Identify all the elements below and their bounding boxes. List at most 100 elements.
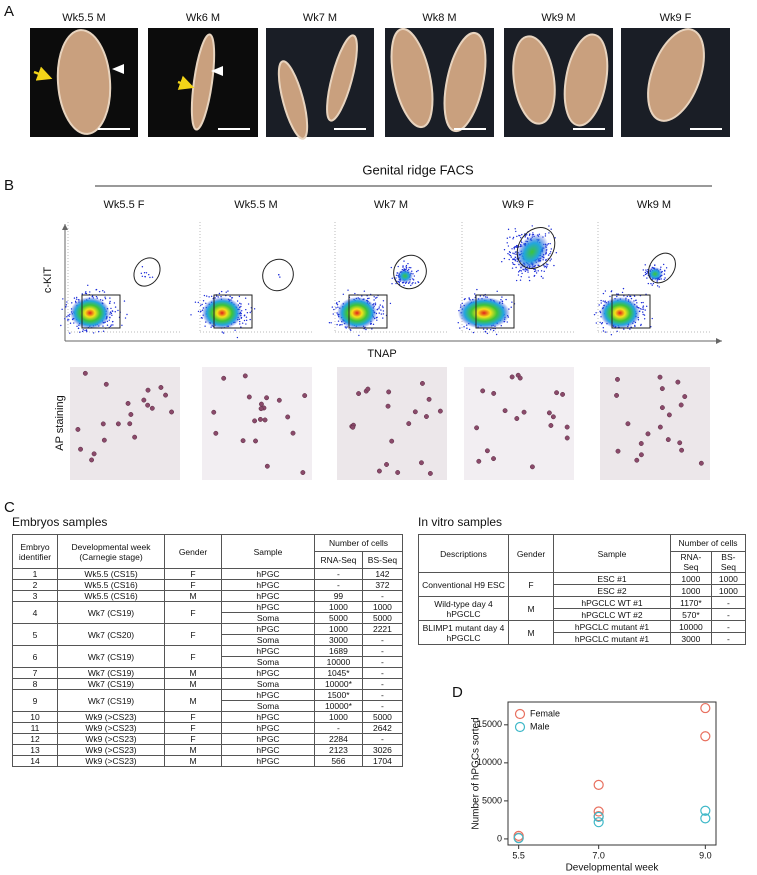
event-dot	[506, 242, 508, 244]
event-dot	[537, 270, 539, 272]
event-dot	[229, 295, 231, 298]
event-dot	[247, 303, 250, 305]
event-dot	[600, 302, 602, 304]
ap-cell	[491, 456, 496, 462]
event-dot	[600, 299, 602, 302]
ap-cell	[484, 448, 490, 454]
event-dot	[652, 282, 655, 285]
panel-label: B	[4, 177, 14, 194]
ap-cell	[698, 460, 704, 466]
event-dot	[635, 299, 637, 301]
ap-cell	[677, 440, 683, 446]
data-point	[593, 811, 604, 822]
tissue	[563, 33, 609, 127]
event-dot	[240, 326, 242, 328]
cell: 1704	[361, 755, 404, 767]
event-dot	[640, 324, 642, 327]
event-dot	[109, 297, 111, 299]
event-dot	[102, 330, 105, 332]
cell: Wk9 (>CS23)	[57, 711, 165, 723]
event-dot	[410, 284, 412, 287]
ap-cell	[302, 393, 308, 399]
event-dot	[65, 304, 68, 306]
event-dot	[82, 329, 84, 331]
gate	[81, 294, 121, 329]
header-cell: Sample	[221, 534, 315, 569]
ap-cell	[615, 376, 620, 382]
cell: Wk9 (>CS23)	[57, 722, 165, 734]
event-dot	[75, 296, 78, 299]
event-dot	[519, 270, 521, 272]
cell: M	[508, 596, 554, 621]
event-dot	[365, 328, 367, 331]
cell: Wk7 (CS20)	[57, 623, 165, 646]
cell: -	[361, 733, 404, 745]
event-dot	[489, 329, 492, 331]
event-dot	[521, 272, 523, 275]
event-dot	[543, 270, 545, 273]
event-dot	[520, 237, 522, 239]
data-point	[700, 805, 711, 816]
event-dot	[513, 248, 516, 250]
event-dot	[509, 251, 511, 254]
event-dot	[622, 287, 625, 290]
ap-image	[337, 367, 447, 480]
event-dot	[417, 269, 419, 272]
event-dot	[220, 290, 223, 293]
density	[647, 267, 663, 281]
event-dot	[616, 330, 618, 333]
cell: 1170*	[670, 596, 712, 609]
event-dot	[503, 257, 506, 260]
event-dot	[402, 266, 404, 268]
event-dot	[64, 306, 67, 308]
ap-cell	[376, 468, 382, 474]
event-dot	[656, 285, 659, 287]
arrowhead	[112, 64, 124, 74]
event-dot	[241, 322, 244, 324]
event-dot	[634, 325, 636, 328]
event-dot	[371, 328, 373, 330]
cell: M	[164, 667, 222, 679]
event-dot	[476, 288, 478, 291]
event-dot	[483, 295, 485, 297]
event-dot	[342, 293, 345, 295]
event-dot	[145, 272, 148, 274]
header-cell: Developmental week (Carnegie stage)	[57, 534, 165, 569]
event-dot	[512, 263, 515, 265]
photo-title: Wk7 M	[303, 12, 337, 24]
event-dot	[110, 312, 113, 315]
tissue	[277, 60, 309, 140]
event-dot	[601, 322, 604, 324]
event-dot	[515, 279, 518, 282]
cell: 11	[12, 722, 58, 734]
cell: 3026	[361, 744, 404, 756]
event-dot	[361, 295, 363, 297]
cell: 2	[12, 579, 58, 591]
ap-cell	[509, 374, 515, 380]
event-dot	[109, 300, 111, 303]
photo-title: Wk9 M	[541, 12, 575, 24]
event-dot	[507, 245, 510, 247]
event-dot	[339, 324, 341, 326]
event-dot	[547, 254, 550, 256]
ap-cell	[365, 386, 371, 392]
cell: 1000	[314, 623, 363, 635]
ap-cell	[427, 471, 433, 476]
ap-cell	[78, 446, 83, 452]
ap-cell	[682, 394, 688, 400]
event-dot	[372, 323, 375, 326]
cell: hPGC	[221, 667, 315, 679]
y-tick-label: 10000	[477, 757, 502, 767]
event-dot	[602, 292, 605, 295]
cell: M	[164, 755, 222, 767]
event-dot	[395, 282, 397, 285]
event-dot	[548, 232, 550, 234]
event-dot	[514, 245, 516, 248]
ap-cell	[91, 451, 97, 457]
event-dot	[328, 321, 331, 324]
ap-cell	[437, 408, 443, 414]
event-dot	[253, 308, 256, 310]
header-row: RNA-Seq BS-Seq	[419, 551, 747, 573]
